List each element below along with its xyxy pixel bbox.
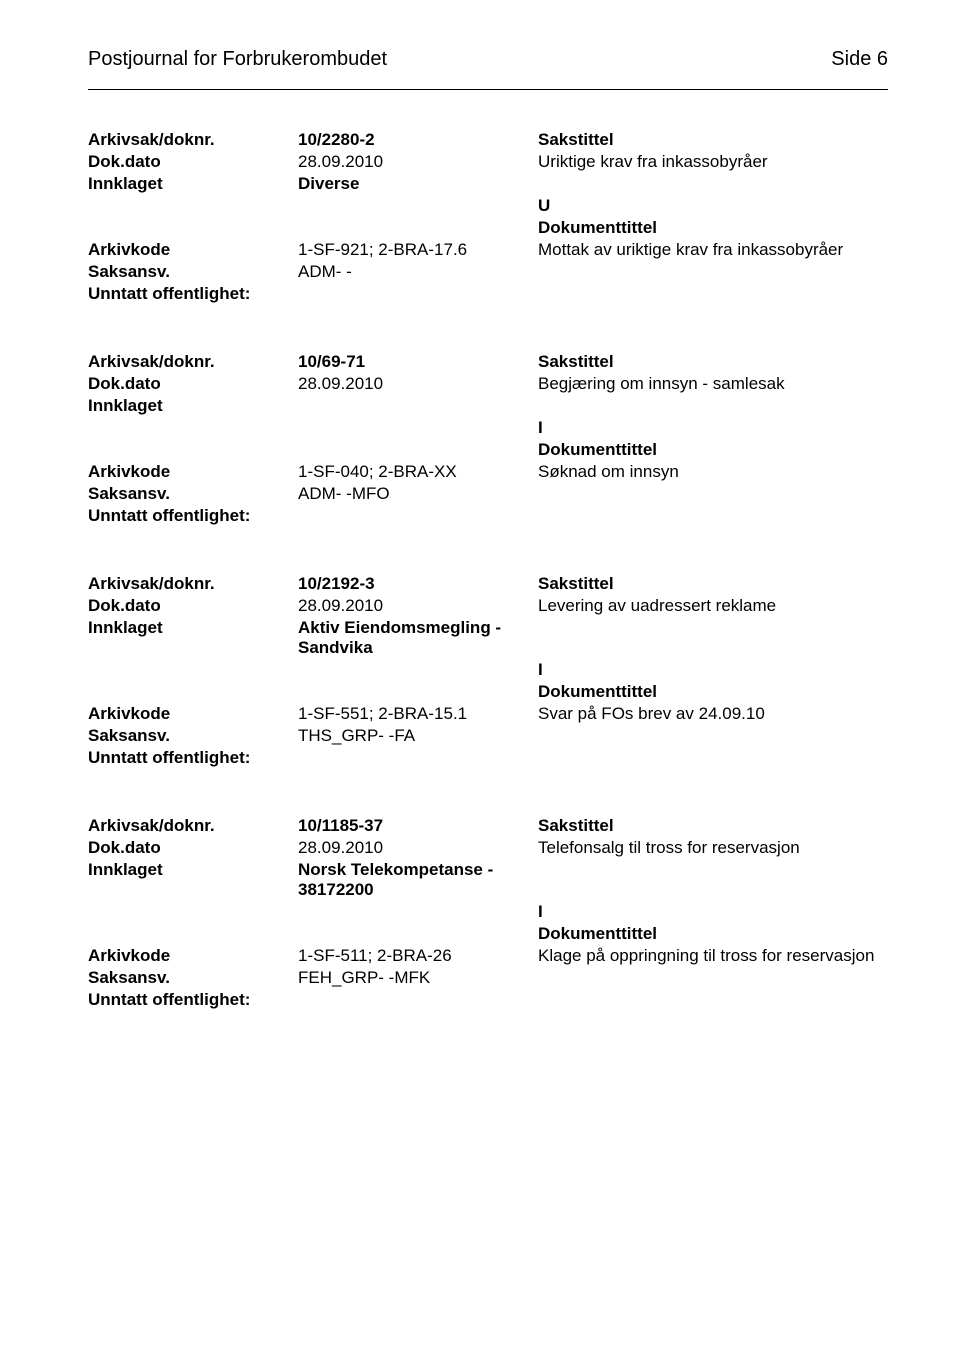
dokdato-value: 28.09.2010 [298, 596, 538, 616]
innklaget-value: Diverse [298, 174, 538, 194]
innklaget-value: Norsk Telekompetanse - 38172200 [298, 860, 538, 900]
dokdato-value: 28.09.2010 [298, 152, 538, 172]
dokdato-label: Dok.dato [88, 152, 298, 172]
record: Arkivsak/doknr. 10/69-71 Sakstittel Dok.… [88, 352, 888, 526]
header-divider [88, 89, 888, 90]
dokumenttittel-value: Svar på FOs brev av 24.09.10 [538, 704, 888, 724]
dokdato-value: 28.09.2010 [298, 374, 538, 394]
sakstittel-label: Sakstittel [538, 816, 888, 836]
header-title: Postjournal for Forbrukerombudet [88, 48, 387, 71]
dokdato-value: 28.09.2010 [298, 838, 538, 858]
arkivsak-label: Arkivsak/doknr. [88, 130, 298, 150]
arkivkode-label: Arkivkode [88, 462, 298, 482]
record: Arkivsak/doknr. 10/2280-2 Sakstittel Dok… [88, 130, 888, 304]
doknr-value: 10/1185-37 [298, 816, 538, 836]
page: Postjournal for Forbrukerombudet Side 6 … [0, 0, 960, 1357]
saksansv-value: FEH_GRP- -MFK [298, 968, 538, 988]
arkivkode-label: Arkivkode [88, 704, 298, 724]
dokumenttittel-label: Dokumenttittel [538, 682, 888, 702]
dokumenttittel-label: Dokumenttittel [538, 440, 888, 460]
saksansv-label: Saksansv. [88, 262, 298, 282]
arkivsak-label: Arkivsak/doknr. [88, 352, 298, 372]
direction-value: I [538, 418, 888, 438]
unntatt-label: Unntatt offentlighet: [88, 506, 298, 526]
sakstittel-value: Telefonsalg til tross for reservasjon [538, 838, 888, 858]
unntatt-label: Unntatt offentlighet: [88, 284, 298, 304]
dokumenttittel-value: Klage på oppringning til tross for reser… [538, 946, 888, 966]
arkivsak-label: Arkivsak/doknr. [88, 574, 298, 594]
arkivkode-value: 1-SF-921; 2-BRA-17.6 [298, 240, 538, 260]
innklaget-label: Innklaget [88, 396, 298, 416]
doknr-value: 10/69-71 [298, 352, 538, 372]
arkivkode-label: Arkivkode [88, 946, 298, 966]
arkivsak-label: Arkivsak/doknr. [88, 816, 298, 836]
arkivkode-value: 1-SF-551; 2-BRA-15.1 [298, 704, 538, 724]
arkivkode-label: Arkivkode [88, 240, 298, 260]
unntatt-label: Unntatt offentlighet: [88, 748, 298, 768]
innklaget-label: Innklaget [88, 618, 298, 638]
innklaget-value: Aktiv Eiendomsmegling - Sandvika [298, 618, 538, 658]
dokdato-label: Dok.dato [88, 374, 298, 394]
sakstittel-value: Uriktige krav fra inkassobyråer [538, 152, 888, 172]
saksansv-label: Saksansv. [88, 968, 298, 988]
direction-value: I [538, 902, 888, 922]
record: Arkivsak/doknr. 10/2192-3 Sakstittel Dok… [88, 574, 888, 768]
unntatt-label: Unntatt offentlighet: [88, 990, 298, 1010]
sakstittel-label: Sakstittel [538, 352, 888, 372]
sakstittel-label: Sakstittel [538, 574, 888, 594]
direction-value: U [538, 196, 888, 216]
innklaget-label: Innklaget [88, 860, 298, 880]
arkivkode-value: 1-SF-040; 2-BRA-XX [298, 462, 538, 482]
saksansv-value: ADM- -MFO [298, 484, 538, 504]
dokumenttittel-label: Dokumenttittel [538, 924, 888, 944]
saksansv-value: ADM- - [298, 262, 538, 282]
dokumenttittel-label: Dokumenttittel [538, 218, 888, 238]
sakstittel-value: Levering av uadressert reklame [538, 596, 888, 616]
header-row: Postjournal for Forbrukerombudet Side 6 [88, 48, 888, 71]
doknr-value: 10/2192-3 [298, 574, 538, 594]
dokdato-label: Dok.dato [88, 838, 298, 858]
sakstittel-value: Begjæring om innsyn - samlesak [538, 374, 888, 394]
record: Arkivsak/doknr. 10/1185-37 Sakstittel Do… [88, 816, 888, 1010]
arkivkode-value: 1-SF-511; 2-BRA-26 [298, 946, 538, 966]
saksansv-value: THS_GRP- -FA [298, 726, 538, 746]
innklaget-label: Innklaget [88, 174, 298, 194]
saksansv-label: Saksansv. [88, 484, 298, 504]
dokdato-label: Dok.dato [88, 596, 298, 616]
direction-value: I [538, 660, 888, 680]
dokumenttittel-value: Søknad om innsyn [538, 462, 888, 482]
page-number: Side 6 [831, 48, 888, 71]
saksansv-label: Saksansv. [88, 726, 298, 746]
sakstittel-label: Sakstittel [538, 130, 888, 150]
doknr-value: 10/2280-2 [298, 130, 538, 150]
dokumenttittel-value: Mottak av uriktige krav fra inkassobyråe… [538, 240, 888, 260]
